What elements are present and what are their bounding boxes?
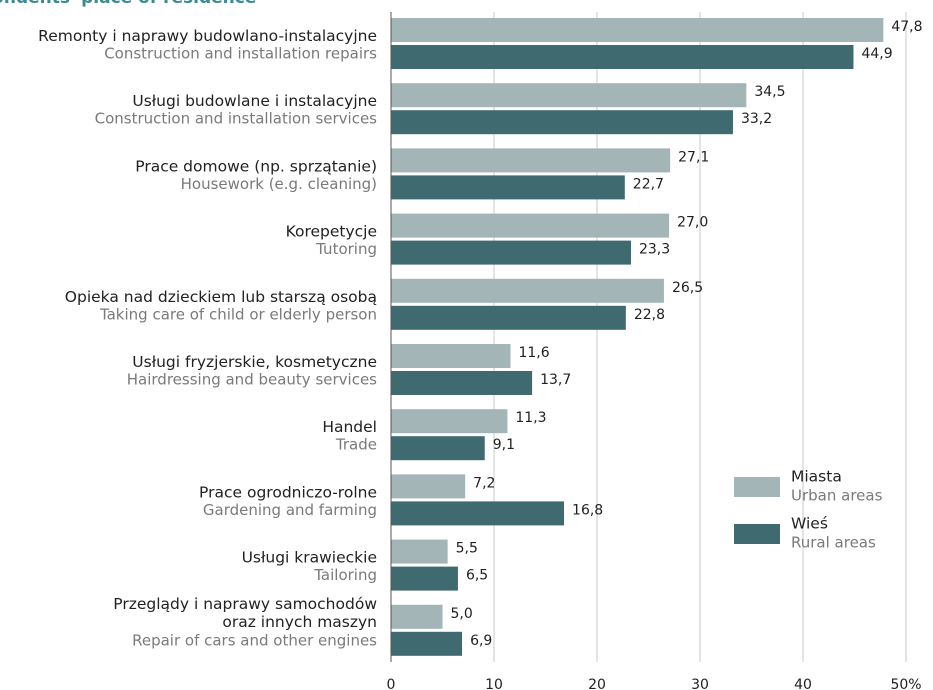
value-label: 23,3 bbox=[639, 242, 670, 258]
value-label: 7,2 bbox=[473, 475, 495, 491]
value-label: 27,1 bbox=[678, 149, 709, 165]
value-label: 9,1 bbox=[493, 437, 515, 453]
bar bbox=[391, 175, 625, 200]
category-label-en: Repair of cars and other engines bbox=[132, 631, 377, 649]
category-label-en: Housework (e.g. cleaning) bbox=[181, 175, 377, 193]
bar bbox=[391, 631, 463, 656]
category-label: Przeglądy i naprawy samochodów oraz innyc… bbox=[113, 594, 377, 630]
category-label: Usługi fryzjerskie, kosmetyczne bbox=[132, 353, 377, 371]
x-tick-label: 0 bbox=[387, 677, 396, 690]
value-label: 22,8 bbox=[634, 307, 665, 323]
value-label: 22,7 bbox=[633, 176, 664, 192]
bar bbox=[391, 18, 884, 42]
category-label: Prace domowe (np. sprzątanie) bbox=[135, 157, 377, 175]
legend-label-en: Urban areas bbox=[791, 487, 883, 505]
legend-swatch bbox=[734, 477, 780, 497]
bar bbox=[391, 566, 458, 591]
x-tick-label: 20 bbox=[588, 677, 606, 690]
bar bbox=[391, 409, 508, 434]
bar bbox=[391, 110, 733, 135]
legend-label: Miasta bbox=[791, 468, 842, 486]
legend-swatch bbox=[734, 524, 780, 544]
category-label-en: Tutoring bbox=[315, 240, 377, 258]
category-label: Korepetycje bbox=[286, 222, 377, 240]
value-label: 33,2 bbox=[741, 111, 772, 127]
category-label-en: Trade bbox=[335, 436, 377, 454]
value-label: 5,0 bbox=[451, 606, 473, 622]
value-label: 13,7 bbox=[540, 372, 571, 388]
category-label-en: Hairdressing and beauty services bbox=[127, 371, 377, 389]
value-label: 11,3 bbox=[515, 410, 546, 426]
bar bbox=[391, 148, 671, 173]
bar bbox=[391, 474, 466, 499]
bar bbox=[391, 344, 511, 368]
x-tick-label: 40 bbox=[794, 677, 812, 690]
chart-title: pondents' place of residence bbox=[0, 0, 256, 8]
category-label-en: Taking care of child or elderly person bbox=[99, 305, 377, 323]
value-label: 47,8 bbox=[891, 19, 922, 35]
bar bbox=[391, 83, 747, 108]
category-label-en: Construction and installation services bbox=[95, 110, 378, 128]
bar bbox=[391, 501, 565, 526]
bar bbox=[391, 278, 664, 303]
value-label: 11,6 bbox=[518, 345, 549, 361]
category-label: Opieka nad dzieckiem lub starszą osobą bbox=[65, 287, 377, 305]
category-label: Handel bbox=[322, 418, 377, 436]
value-label: 6,5 bbox=[466, 568, 488, 584]
value-label: 26,5 bbox=[672, 280, 703, 296]
x-tick-label: 30 bbox=[691, 677, 709, 690]
x-tick-label: 10 bbox=[485, 677, 503, 690]
bar bbox=[391, 539, 448, 564]
bar bbox=[391, 436, 485, 461]
value-label: 27,0 bbox=[677, 215, 708, 231]
category-label: Remonty i naprawy budowlano-instalacyjne bbox=[38, 27, 377, 45]
bar bbox=[391, 213, 670, 238]
bar bbox=[391, 604, 443, 629]
bar bbox=[391, 371, 533, 395]
bar bbox=[391, 45, 854, 69]
value-label: 44,9 bbox=[861, 46, 892, 62]
category-label: Prace ogrodniczo-rolne bbox=[199, 483, 377, 501]
value-label: 5,5 bbox=[456, 541, 478, 557]
category-label-en: Construction and installation repairs bbox=[104, 45, 377, 63]
bar bbox=[391, 240, 631, 265]
x-tick-label: 50% bbox=[890, 677, 921, 690]
legend-label-en: Rural areas bbox=[791, 534, 876, 552]
category-label: Usługi krawieckie bbox=[242, 548, 377, 566]
value-label: 6,9 bbox=[470, 633, 492, 649]
category-label: Usługi budowlane i instalacyjne bbox=[132, 92, 377, 110]
category-label-en: Gardening and farming bbox=[203, 501, 377, 519]
value-label: 34,5 bbox=[754, 84, 785, 100]
bar bbox=[391, 305, 626, 330]
category-label-en: Tailoring bbox=[313, 566, 377, 584]
legend-label: Wieś bbox=[791, 515, 828, 533]
value-label: 16,8 bbox=[572, 502, 603, 518]
